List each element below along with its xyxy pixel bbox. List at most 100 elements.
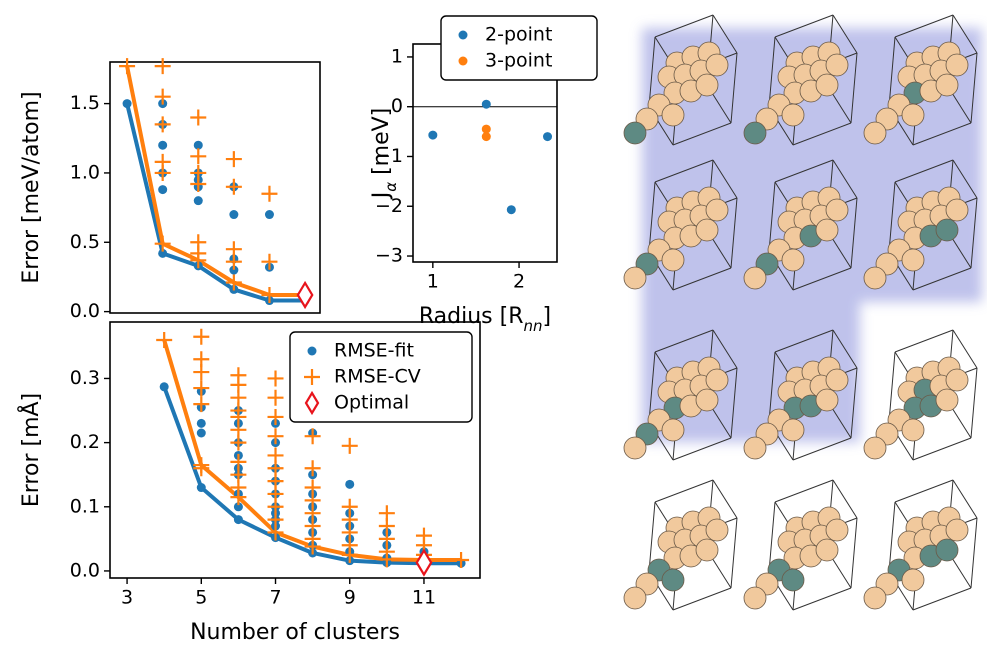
cube-edge [888,501,896,573]
cube-edge [952,329,978,369]
point [229,265,239,275]
atom [623,436,647,460]
atom [705,198,729,222]
axis-label: Error [meV/atom] [19,91,44,283]
legend-marker [307,346,317,356]
point [506,205,516,215]
cube-edge [768,181,776,253]
y-tick-label: −1 [375,145,403,167]
cube-edge [730,517,738,589]
point [261,185,278,202]
point [267,524,284,541]
atom [743,586,767,610]
crystal [863,14,978,146]
atom [661,103,685,127]
crystal [623,14,738,146]
point [233,515,243,525]
point [304,428,321,445]
atom [695,73,719,97]
x-tick-label: 9 [344,587,356,609]
legend-label: RMSE-CV [334,366,421,388]
point [304,460,321,477]
cube-edge [768,501,776,573]
cube-edge [730,197,738,269]
legend-label: RMSE-fit [334,340,414,362]
atom [935,73,959,97]
atom [661,248,685,272]
cube-edge [654,14,714,38]
atom [863,121,887,145]
cube-edge [774,159,834,183]
x-tick-label: 5 [195,587,207,609]
cube-edge [768,351,776,423]
point [267,370,284,387]
cube-edge [832,479,858,519]
point [341,437,358,454]
point [415,548,433,577]
x-tick-label: 1 [427,271,439,293]
point [225,274,242,291]
point [481,99,491,109]
x-tick-label: 7 [269,587,281,609]
atom [825,368,849,392]
cube-edge [832,329,858,369]
crystal [743,14,858,146]
cube-edge [970,367,978,439]
crystal-panel [623,14,982,611]
cube-edge [712,479,738,519]
point [193,396,210,413]
cube-edge [970,52,978,124]
plot-frame [109,321,481,579]
crystal [863,159,978,291]
point [230,434,247,451]
x-tick-label: 3 [121,587,133,609]
legend-marker [458,30,468,40]
x-tick-label: 2 [513,271,525,293]
y-tick-label: 1 [391,45,403,67]
cube-edge [792,267,852,291]
point [154,58,171,75]
crystal [623,159,738,291]
cube-edge [774,14,834,38]
legend-marker [304,369,320,385]
cube-edge [648,36,656,108]
atom [781,103,805,127]
point [156,331,173,348]
y-tick-label: 0.5 [70,231,100,253]
y-tick-label: 0.3 [70,367,100,389]
atom [705,368,729,392]
point [261,286,278,303]
atom [825,53,849,77]
point [154,116,171,133]
atom [825,198,849,222]
axis-label: Error [mÅ] [17,393,44,507]
cube-edge [888,36,896,108]
legend-label: 3-point [485,50,552,72]
chart: 0.0 0.1 0.2 0.3 3 5 7 9 11 [70,321,481,609]
y-tick-label: −3 [375,245,403,267]
x-tick-label: 11 [412,587,436,609]
cube-edge [672,437,732,461]
atom [781,418,805,442]
point [225,151,242,168]
point [190,109,207,126]
cube-edge [792,122,852,146]
cube-edge [894,329,954,353]
cube-edge [912,437,972,461]
atom [781,568,805,592]
point [296,280,314,310]
axis-label-part: Radius [R [419,304,524,329]
atom [815,73,839,97]
point [543,132,553,142]
point [453,552,470,569]
atom [743,266,767,290]
y-tick-label: 0.2 [70,431,100,453]
cube-edge [970,197,978,269]
atom [815,388,839,412]
cube-edge [654,159,714,183]
point [233,502,243,512]
y-tick-label: 0.0 [70,559,100,581]
atom [825,518,849,542]
crystal [863,479,978,611]
point [481,132,491,142]
